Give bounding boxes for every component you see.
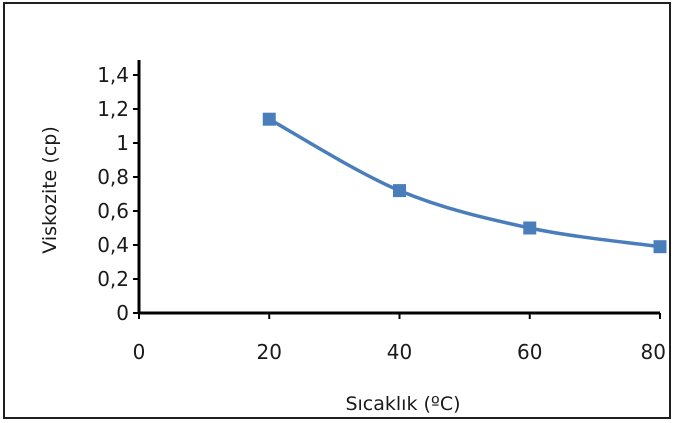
trendline-group: [267, 117, 662, 249]
x-tick-label: 40: [387, 340, 412, 364]
x-tick-label: 80: [641, 340, 666, 364]
y-tick-label: 0: [116, 301, 129, 325]
y-tick-label: 1,2: [97, 97, 129, 121]
x-axis-title: Sıcaklık (ºC): [345, 393, 460, 415]
y-tick-label: 0,2: [97, 267, 129, 291]
x-ticks: 0 20 40 60 80: [133, 313, 666, 364]
data-point-marker: [653, 240, 667, 254]
data-markers: [262, 112, 667, 254]
y-tick-label: 0,4: [97, 233, 129, 257]
trendline: [267, 117, 662, 249]
data-point-marker: [523, 221, 537, 235]
y-axis-title: Viskozite (cp): [39, 126, 61, 253]
y-tick-label: 0,6: [97, 199, 129, 223]
x-tick-label: 0: [133, 340, 146, 364]
y-ticks: 0 0,2 0,4 0,6 0,8 1 1,2 1,4: [97, 63, 139, 325]
y-tick-label: 0,8: [97, 165, 129, 189]
data-point-marker: [262, 112, 276, 126]
x-tick-label: 20: [257, 340, 282, 364]
x-tick-label: 60: [517, 340, 542, 364]
y-tick-label: 1,4: [97, 63, 129, 87]
y-tick-label: 1: [116, 131, 129, 155]
data-point-marker: [393, 184, 406, 198]
chart-frame: [3, 2, 671, 419]
